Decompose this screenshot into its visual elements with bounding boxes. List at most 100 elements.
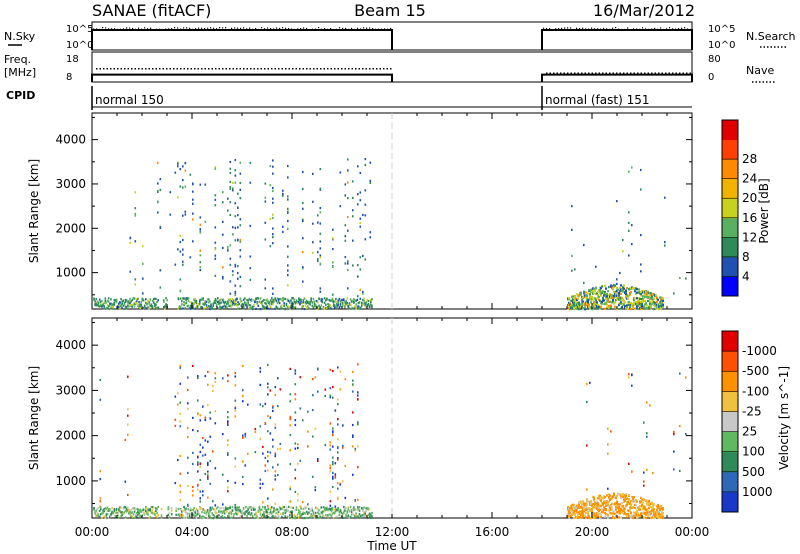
power-cell: [159, 286, 162, 289]
velocity-ground-cell: [358, 506, 361, 509]
velocity-ground-cell: [245, 510, 247, 513]
power-ground-cell: [268, 303, 271, 306]
velocity-ground-cell: [580, 500, 582, 503]
power-ground-cell: [221, 306, 224, 309]
velocity-ground-cell: [203, 509, 206, 512]
velocity-ground-cell: [209, 515, 211, 518]
velocity-ground-cell: [170, 513, 173, 516]
nsearch-point: [591, 27, 593, 29]
velocity-cell: [254, 450, 257, 454]
velocity-ground-cell: [186, 507, 189, 511]
velocity-ground-cell: [210, 508, 212, 511]
velocity-ground-cell: [230, 511, 233, 514]
power-cell: [347, 229, 349, 232]
velocity-ground-cell: [643, 498, 645, 501]
velocity-cell: [307, 445, 309, 448]
power-colorbar-band: [722, 237, 738, 258]
power-ground-cell: [238, 302, 240, 306]
power-ground-cell: [350, 300, 353, 303]
velocity-ground-cell: [335, 507, 337, 511]
power-ground-cell: [293, 306, 296, 309]
velocity-ground-cell: [152, 506, 155, 509]
nsearch-point: [213, 27, 215, 29]
velocity-ground-cell: [303, 507, 306, 510]
velocity-ground-cell: [150, 511, 153, 514]
velocity-cell: [202, 494, 204, 497]
velocity-ground-cell: [305, 510, 308, 513]
power-ground-cell: [110, 302, 112, 305]
velocity-ground-cell: [367, 508, 370, 511]
power-ground-cell: [320, 304, 323, 307]
velocity-ground-cell: [363, 515, 365, 518]
power-ground-cell: [256, 297, 258, 300]
velocity-cell: [259, 383, 262, 387]
nsearch-point: [171, 28, 173, 30]
power-ground-cell: [192, 302, 194, 305]
velocity-ground-cell: [336, 510, 338, 513]
velocity-ground-cell: [137, 508, 139, 511]
freq-traces: [91, 68, 693, 82]
velocity-ground-cell: [593, 512, 595, 515]
velocity-ground-cell: [336, 508, 338, 512]
power-ground-cell: [593, 287, 595, 290]
velocity-cell: [247, 452, 249, 455]
velocity-ground-cell: [617, 503, 619, 506]
power-ground-cell: [98, 305, 101, 308]
velocity-ground-cell: [625, 513, 627, 516]
nsearch-point: [555, 28, 557, 30]
velocity-ground-cell: [211, 506, 213, 509]
velocity-cell: [99, 478, 102, 481]
power-ground-cell: [308, 302, 310, 305]
power-cell: [319, 287, 322, 290]
power-ground-cell: [201, 298, 203, 301]
velocity-colorbar-band: [722, 431, 738, 453]
power-colorbar-tick-label: 12: [742, 230, 757, 244]
velocity-ground-cell: [657, 515, 659, 518]
velocity-cell: [646, 435, 648, 438]
nsearch-point: [618, 28, 620, 30]
velocity-cell: [192, 462, 194, 466]
velocity-ground-cell: [582, 500, 584, 504]
nsearch-point: [630, 28, 632, 31]
velocity-ground-cell: [615, 513, 617, 517]
velocity-ground-cell: [640, 496, 642, 499]
power-ground-cell: [202, 298, 204, 301]
power-ground-cell: [125, 307, 128, 310]
power-ground-cell: [107, 300, 110, 303]
power-ground-cell: [618, 304, 620, 307]
power-colorbar-tick-label: 24: [742, 172, 757, 186]
velocity-ground-cell: [183, 505, 185, 509]
power-ground-cell: [284, 297, 287, 301]
velocity-cell: [352, 379, 354, 382]
power-ground-cell: [222, 305, 225, 308]
velocity-ground-cell: [106, 512, 109, 516]
power-ground-cell: [199, 300, 201, 303]
velocity-ground-cell: [240, 515, 243, 519]
velocity-ground-cell: [295, 508, 298, 512]
power-cell: [134, 278, 137, 281]
velocity-ground-cell: [253, 507, 255, 510]
velocity-ground-cell: [133, 510, 136, 513]
velocity-ground-cell: [633, 496, 635, 499]
power-cell: [234, 290, 237, 294]
velocity-ground-cell: [597, 502, 599, 505]
velocity-ground-cell: [170, 509, 173, 512]
power-ground-cell: [611, 301, 613, 304]
power-ground-cell: [281, 307, 283, 310]
velocity-ground-cell: [569, 507, 571, 510]
velocity-ground-cell: [227, 507, 229, 510]
power-ground-cell: [600, 287, 602, 290]
velocity-ground-cell: [569, 511, 571, 515]
velocity-ground-cell: [298, 511, 300, 514]
velocity-ground-cell: [235, 507, 237, 510]
velocity-cell: [242, 364, 244, 368]
velocity-ground-cell: [344, 507, 346, 510]
velocity-cell: [207, 383, 209, 386]
nsky-trace: [541, 29, 693, 50]
power-ground-cell: [336, 305, 338, 308]
power-ground-cell: [301, 305, 303, 308]
velocity-ground-cell: [317, 508, 319, 511]
nsearch-point: [141, 28, 143, 30]
velocity-ground-cell: [350, 509, 353, 512]
power-ground-cell: [120, 305, 122, 308]
